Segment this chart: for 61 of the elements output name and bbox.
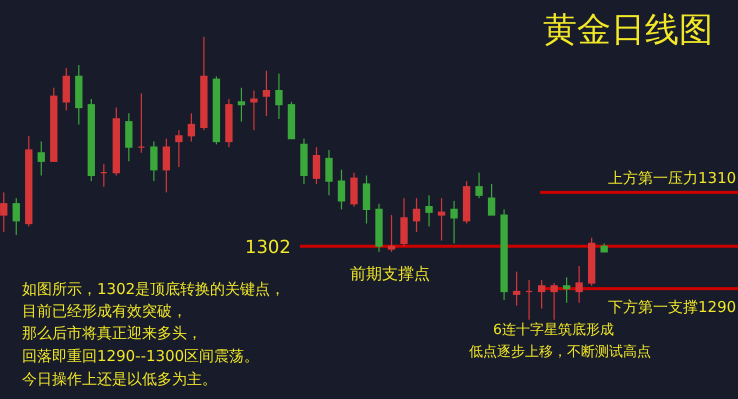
- candlestick: [112, 106, 120, 176]
- annotation: 1302: [245, 237, 291, 258]
- text: 低点逐步上移，不断测试高点: [469, 344, 651, 360]
- candlestick: [288, 101, 296, 140]
- candlestick: [388, 214, 396, 252]
- candlestick: [150, 140, 158, 182]
- candlestick: [200, 36, 208, 131]
- candlestick: [38, 140, 45, 176]
- candlestick: [600, 242, 608, 252]
- candlestick: [538, 280, 546, 310]
- candlestick: [312, 146, 320, 185]
- candlestick: [525, 280, 533, 320]
- candlestick: [12, 197, 20, 236]
- candlestick: [475, 172, 483, 199]
- candlestick: [438, 197, 446, 242]
- candlestick: [138, 92, 146, 154]
- candlestick: [175, 130, 183, 168]
- annotation: 前期支撑点: [350, 264, 430, 283]
- candlestick: [425, 194, 433, 227]
- candlestick: [325, 149, 333, 196]
- annotation: 目前已经形成有效突破，: [22, 302, 187, 320]
- text: 回落即重回1290--1300区间震荡。: [22, 347, 260, 365]
- candlestick: [25, 135, 32, 227]
- annotation: 上方第一压力1310: [608, 169, 736, 187]
- candlestick: [375, 203, 383, 252]
- annotation: 下方第一支撑1290: [608, 298, 736, 316]
- candlestick: [562, 276, 570, 304]
- candlestick: [575, 265, 583, 304]
- candlestick: [300, 138, 308, 185]
- candlestick: [362, 174, 370, 224]
- text: 今日操作上还是以低多为主。: [22, 370, 217, 388]
- chart-title: 黄金日线图: [543, 10, 713, 50]
- candlestick: [338, 169, 346, 210]
- candlestick: [125, 112, 132, 162]
- candlestick: [550, 282, 558, 320]
- candlestick: [225, 98, 233, 148]
- candlestick: [262, 70, 270, 117]
- candlestick: [275, 72, 283, 120]
- candlestick: [400, 197, 408, 247]
- candlestick: [238, 87, 246, 122]
- candlestick: [212, 76, 220, 145]
- candlestick: [412, 197, 420, 233]
- candlestick: [162, 138, 170, 194]
- candlestick: [88, 98, 95, 182]
- annotation: 如图所示，1302是顶底转换的关键点，: [22, 280, 286, 298]
- candlestick: [512, 271, 520, 306]
- candlestick: [588, 237, 596, 286]
- candlestick: [250, 90, 258, 131]
- candlestick: [450, 200, 458, 244]
- candlestick: [488, 183, 496, 216]
- candlestick: [50, 87, 58, 162]
- candlestick: [62, 67, 70, 111]
- candlestick: [188, 112, 196, 142]
- candlestick: [462, 180, 470, 224]
- candlestick: [0, 192, 8, 233]
- candlestick: [100, 164, 108, 188]
- text: 那么后市将真正迎来多头，: [22, 324, 202, 342]
- candlestick: [500, 208, 508, 301]
- candlestick: [350, 172, 358, 208]
- text: 6连十字星筑底形成: [493, 322, 614, 338]
- candlestick: [75, 64, 82, 126]
